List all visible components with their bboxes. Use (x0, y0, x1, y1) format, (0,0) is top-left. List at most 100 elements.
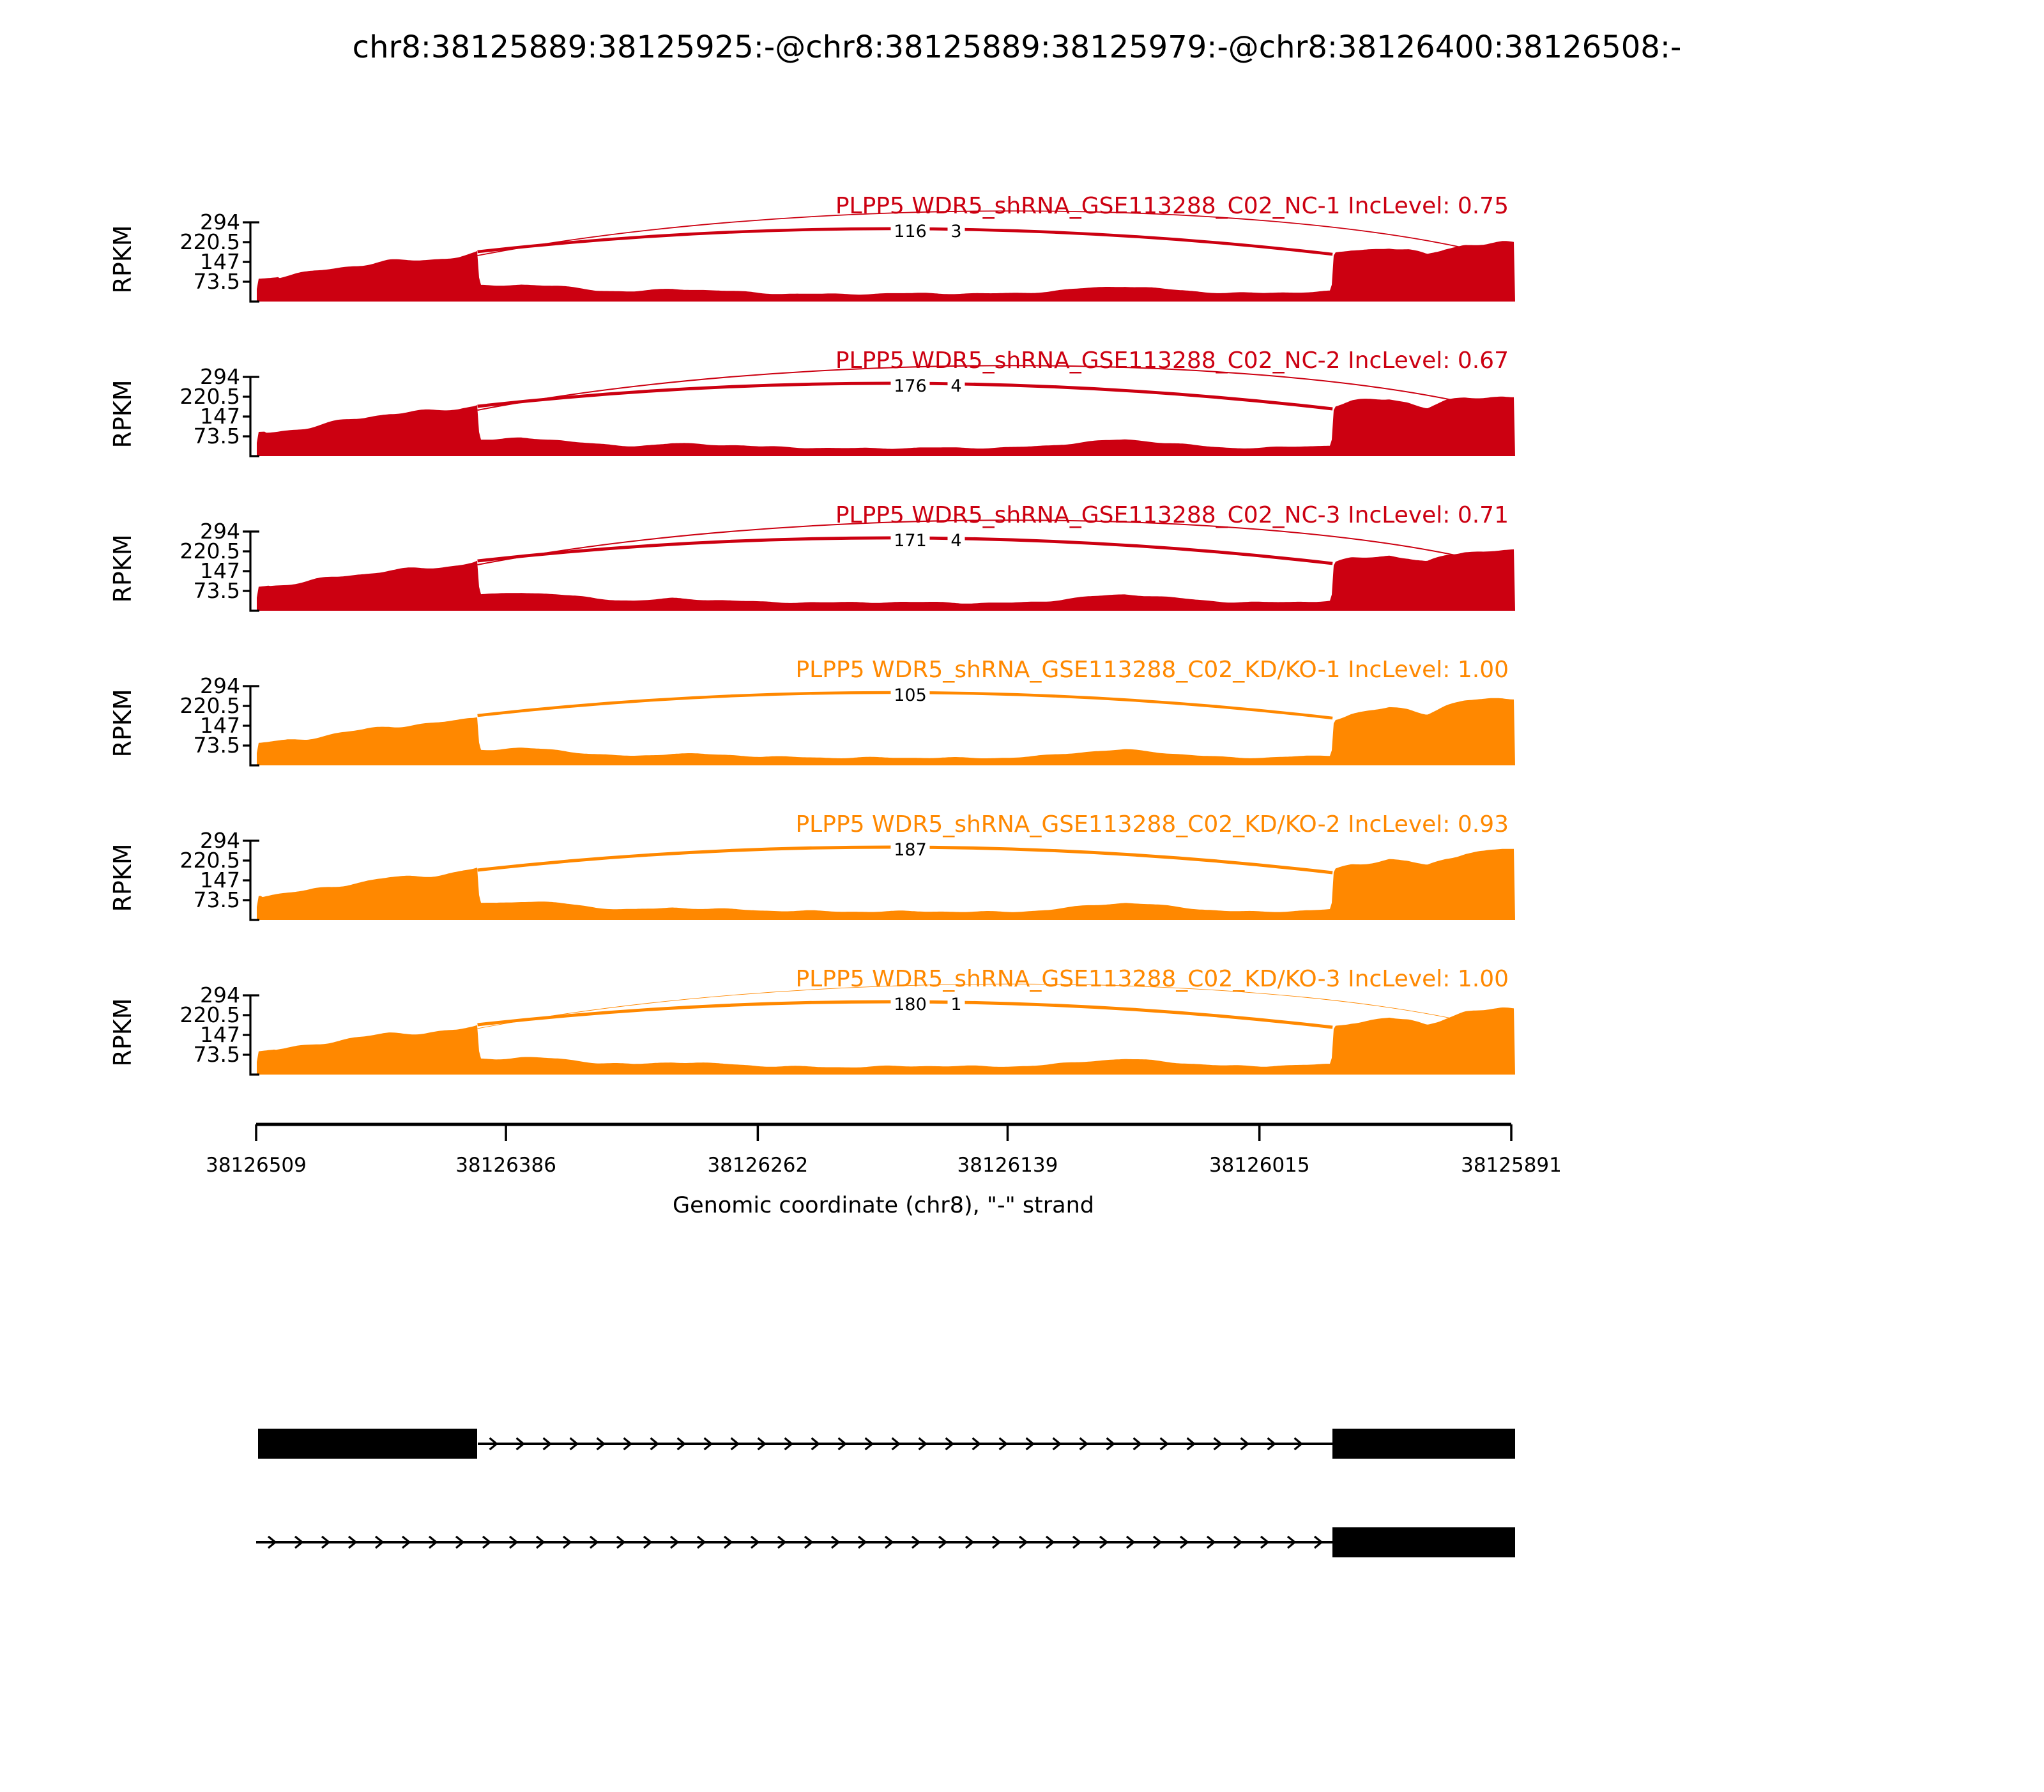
y-axis-tick-label: 220.5 (180, 693, 240, 718)
junction-count-backing (947, 220, 965, 241)
strand-arrow-icon (616, 1535, 626, 1549)
strand-arrow-icon (562, 1535, 572, 1549)
strand-arrow-icon (730, 1437, 740, 1451)
exon-box (1332, 1527, 1515, 1558)
strand-arrow-icon (1018, 1535, 1028, 1549)
x-axis-tick-label: 38126386 (455, 1154, 556, 1177)
strand-arrow-icon (1240, 1437, 1250, 1451)
y-axis-tick-label: 294 (200, 519, 240, 544)
junction-read-count: 180 (894, 995, 927, 1015)
gene-model-2 (256, 1527, 1515, 1558)
strand-arrow-icon (508, 1535, 519, 1549)
strand-arrow-icon (455, 1535, 465, 1549)
strand-arrow-icon (650, 1437, 660, 1451)
strand-arrow-icon (1213, 1437, 1223, 1451)
strand-arrow-icon (891, 1437, 901, 1451)
junction-count-backing (890, 993, 930, 1015)
y-axis-tick-label: 294 (200, 983, 240, 1007)
strand-arrow-icon (267, 1535, 277, 1549)
strand-arrow-icon (757, 1437, 767, 1451)
y-axis-title: RPKM (109, 534, 137, 602)
y-axis-tick-label: 147 (200, 249, 240, 274)
strand-arrow-icon (703, 1437, 713, 1451)
junction-arc-skipping (477, 519, 1465, 565)
y-axis-tick-label: 220.5 (180, 229, 240, 254)
y-axis-title: RPKM (109, 379, 137, 448)
exon-box (258, 1428, 477, 1459)
strand-arrow-icon (837, 1437, 848, 1451)
y-axis-tick-label: 147 (200, 713, 240, 738)
junction-count-backing (890, 220, 930, 241)
junction-count-backing (890, 374, 930, 396)
gene-model-1 (258, 1428, 1515, 1459)
y-axis-tick-label: 220.5 (180, 384, 240, 409)
x-axis-tick-label: 38126509 (206, 1154, 307, 1177)
strand-arrow-icon (428, 1535, 438, 1549)
strand-arrow-icon (1099, 1535, 1109, 1549)
strand-arrow-icon (945, 1437, 955, 1451)
junction-read-count: 187 (894, 840, 927, 860)
read-coverage-area (257, 241, 1515, 302)
x-axis-tick-label: 38126262 (707, 1154, 808, 1177)
junction-count-backing (890, 838, 930, 860)
junction-arc-skipping (477, 210, 1465, 256)
track-title: PLPP5 WDR5_shRNA_GSE113288_C02_KD/KO-2 I… (795, 811, 1509, 838)
strand-arrow-icon (784, 1437, 794, 1451)
strand-arrow-icon (857, 1535, 867, 1549)
junction-read-count: 4 (950, 531, 961, 551)
exon-box (1332, 1428, 1515, 1459)
junction-read-count: 4 (950, 376, 961, 396)
strand-arrow-icon (489, 1437, 499, 1451)
coverage-track: 171 4 PLPP5 WDR5_shRNA_GSE113288_C02_NC-3 … (109, 502, 1515, 612)
junction-read-count: 105 (894, 685, 927, 705)
strand-arrow-icon (515, 1437, 526, 1451)
strand-arrow-icon (938, 1535, 948, 1549)
strand-arrow-icon (1133, 1437, 1143, 1451)
strand-arrow-icon (347, 1535, 358, 1549)
strand-arrow-icon (1045, 1535, 1055, 1549)
junction-read-count: 116 (894, 222, 927, 241)
strand-arrow-icon (972, 1437, 982, 1451)
y-axis-tick-label: 73.5 (194, 578, 240, 603)
strand-arrow-icon (723, 1535, 733, 1549)
junction-count-backing (947, 529, 965, 551)
strand-arrow-icon (1293, 1437, 1304, 1451)
x-axis-title: Genomic coordinate (chr8), "-" strand (673, 1193, 1094, 1218)
strand-arrow-icon (294, 1535, 304, 1549)
junction-count-backing (890, 684, 930, 705)
y-axis-tick-label: 73.5 (194, 1042, 240, 1067)
read-coverage-area (257, 549, 1515, 611)
strand-arrow-icon (542, 1437, 553, 1451)
junction-count-backing (947, 374, 965, 396)
strand-arrow-icon (811, 1437, 821, 1451)
strand-arrow-icon (1152, 1535, 1163, 1549)
x-axis-tick-label: 38126139 (957, 1154, 1058, 1177)
junction-arc-skipping (477, 365, 1465, 411)
junction-count-backing (947, 993, 965, 1015)
strand-arrow-icon (696, 1535, 706, 1549)
y-axis-tick-label: 73.5 (194, 887, 240, 912)
y-axis-title: RPKM (109, 689, 137, 757)
y-axis-tick-label: 294 (200, 673, 240, 698)
strand-arrow-icon (596, 1437, 606, 1451)
track-title: PLPP5 WDR5_shRNA_GSE113288_C02_KD/KO-3 I… (795, 966, 1509, 992)
strand-arrow-icon (676, 1437, 687, 1451)
y-axis-tick-label: 147 (200, 404, 240, 429)
strand-arrow-icon (1286, 1535, 1297, 1549)
y-axis-tick-label: 73.5 (194, 733, 240, 758)
track-title: PLPP5 WDR5_shRNA_GSE113288_C02_NC-3 IncL… (835, 502, 1509, 528)
coverage-track: 116 3 PLPP5 WDR5_shRNA_GSE113288_C02_NC-1 … (109, 193, 1515, 303)
track-title: PLPP5 WDR5_shRNA_GSE113288_C02_NC-1 IncL… (835, 193, 1509, 219)
y-axis-tick-label: 220.5 (180, 1002, 240, 1027)
x-axis-tick-label: 38125891 (1461, 1154, 1562, 1177)
strand-arrow-icon (669, 1535, 680, 1549)
y-axis-tick-label: 294 (200, 210, 240, 234)
strand-arrow-icon (884, 1535, 894, 1549)
y-axis-bracket (243, 994, 259, 1076)
strand-arrow-icon (804, 1535, 814, 1549)
track-title: PLPP5 WDR5_shRNA_GSE113288_C02_KD/KO-1 I… (795, 657, 1509, 683)
strand-arrow-icon (623, 1437, 633, 1451)
